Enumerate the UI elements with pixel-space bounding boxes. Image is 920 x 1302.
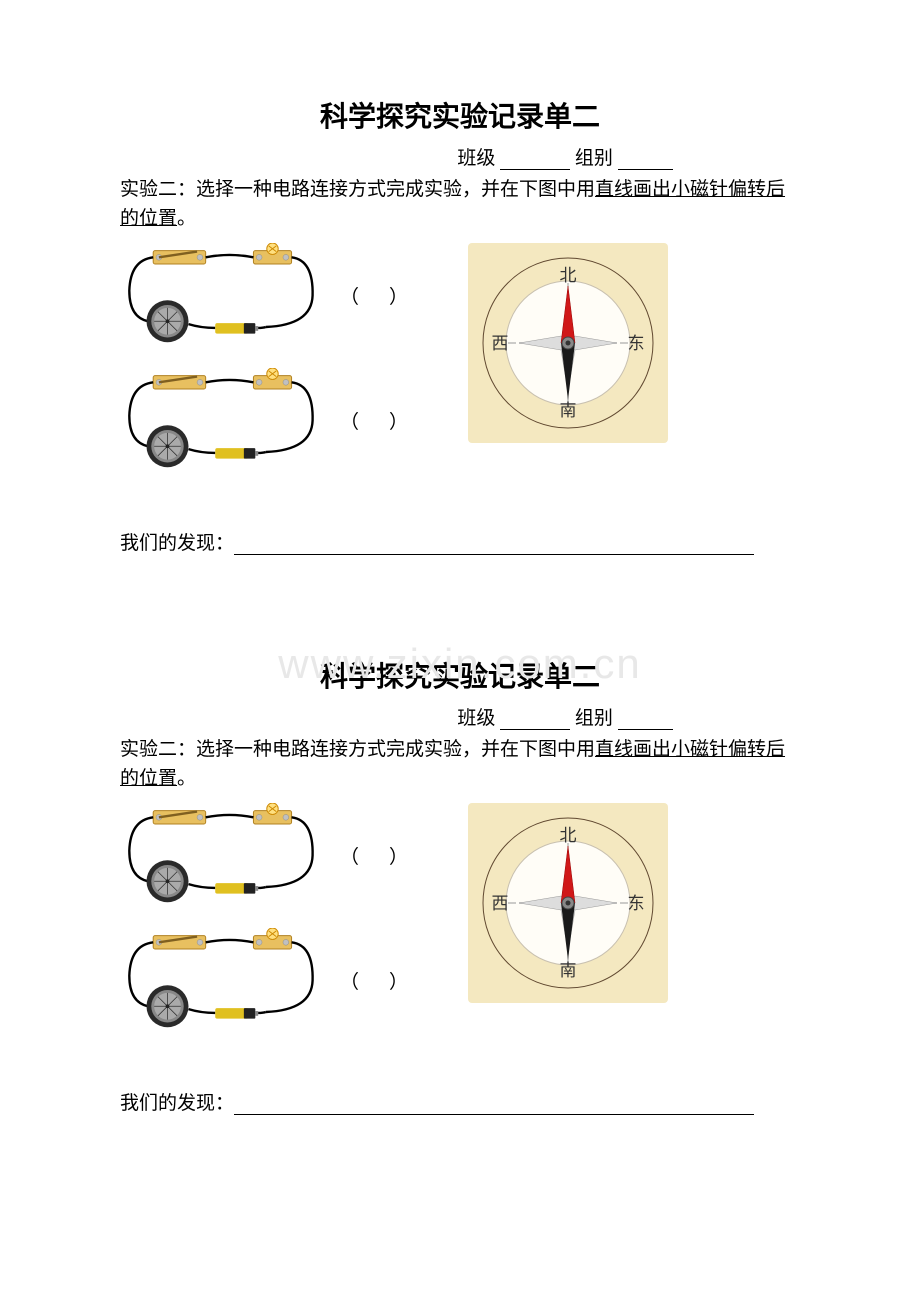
instruction-prefix: 实验二：选择一种电路连接方式完成实验，并在下图中用 (120, 739, 595, 760)
paren-blank-2[interactable]: （） (340, 967, 438, 994)
header-fields: 班级 组别 (120, 703, 800, 730)
content-row: （） （） (120, 243, 800, 493)
circuit-option-2: （） (120, 368, 438, 473)
instruction-suffix: 。 (177, 768, 196, 789)
class-blank[interactable] (500, 150, 570, 170)
compass-box (468, 243, 668, 443)
circuit-diagram-icon (120, 243, 320, 348)
header-fields: 班级 组别 (120, 143, 800, 170)
content-row: （） （） (120, 803, 800, 1053)
compass-column (468, 803, 668, 1003)
worksheet-title: 科学探究实验记录单二 (120, 95, 800, 135)
instruction-prefix: 实验二：选择一种电路连接方式完成实验，并在下图中用 (120, 179, 595, 200)
instruction-text: 实验二：选择一种电路连接方式完成实验，并在下图中用直线画出小磁针偏转后的位置。 (120, 736, 800, 793)
group-blank[interactable] (618, 710, 673, 730)
discovery-line: 我们的发现： (120, 528, 800, 555)
compass-column (468, 243, 668, 443)
instruction-text: 实验二：选择一种电路连接方式完成实验，并在下图中用直线画出小磁针偏转后的位置。 (120, 176, 800, 233)
paren-blank-1[interactable]: （） (340, 842, 438, 869)
class-label: 班级 (457, 148, 495, 169)
paren-blank-2[interactable]: （） (340, 407, 438, 434)
discovery-blank[interactable] (234, 1095, 754, 1115)
group-blank[interactable] (618, 150, 673, 170)
circuits-column: （） （） (120, 803, 438, 1053)
discovery-label: 我们的发现： (120, 533, 234, 554)
circuits-column: （） （） (120, 243, 438, 493)
class-label: 班级 (457, 708, 495, 729)
group-label: 组别 (575, 148, 613, 169)
discovery-line: 我们的发现： (120, 1088, 800, 1115)
instruction-suffix: 。 (177, 208, 196, 229)
circuit-option-2: （） (120, 928, 438, 1033)
compass-icon (481, 816, 656, 991)
group-label: 组别 (575, 708, 613, 729)
discovery-blank[interactable] (234, 535, 754, 555)
circuit-diagram-icon (120, 803, 320, 908)
circuit-option-1: （） (120, 243, 438, 348)
circuit-diagram-icon (120, 368, 320, 473)
compass-icon (481, 256, 656, 431)
worksheet-title: 科学探究实验记录单二 (120, 655, 800, 695)
circuit-option-1: （） (120, 803, 438, 908)
worksheet-1: 科学探究实验记录单二 班级 组别 实验二：选择一种电路连接方式完成实验，并在下图… (0, 0, 920, 595)
discovery-label: 我们的发现： (120, 1093, 234, 1114)
worksheet-2: 科学探究实验记录单二 班级 组别 实验二：选择一种电路连接方式完成实验，并在下图… (0, 595, 920, 1155)
class-blank[interactable] (500, 710, 570, 730)
compass-box (468, 803, 668, 1003)
paren-blank-1[interactable]: （） (340, 282, 438, 309)
circuit-diagram-icon (120, 928, 320, 1033)
